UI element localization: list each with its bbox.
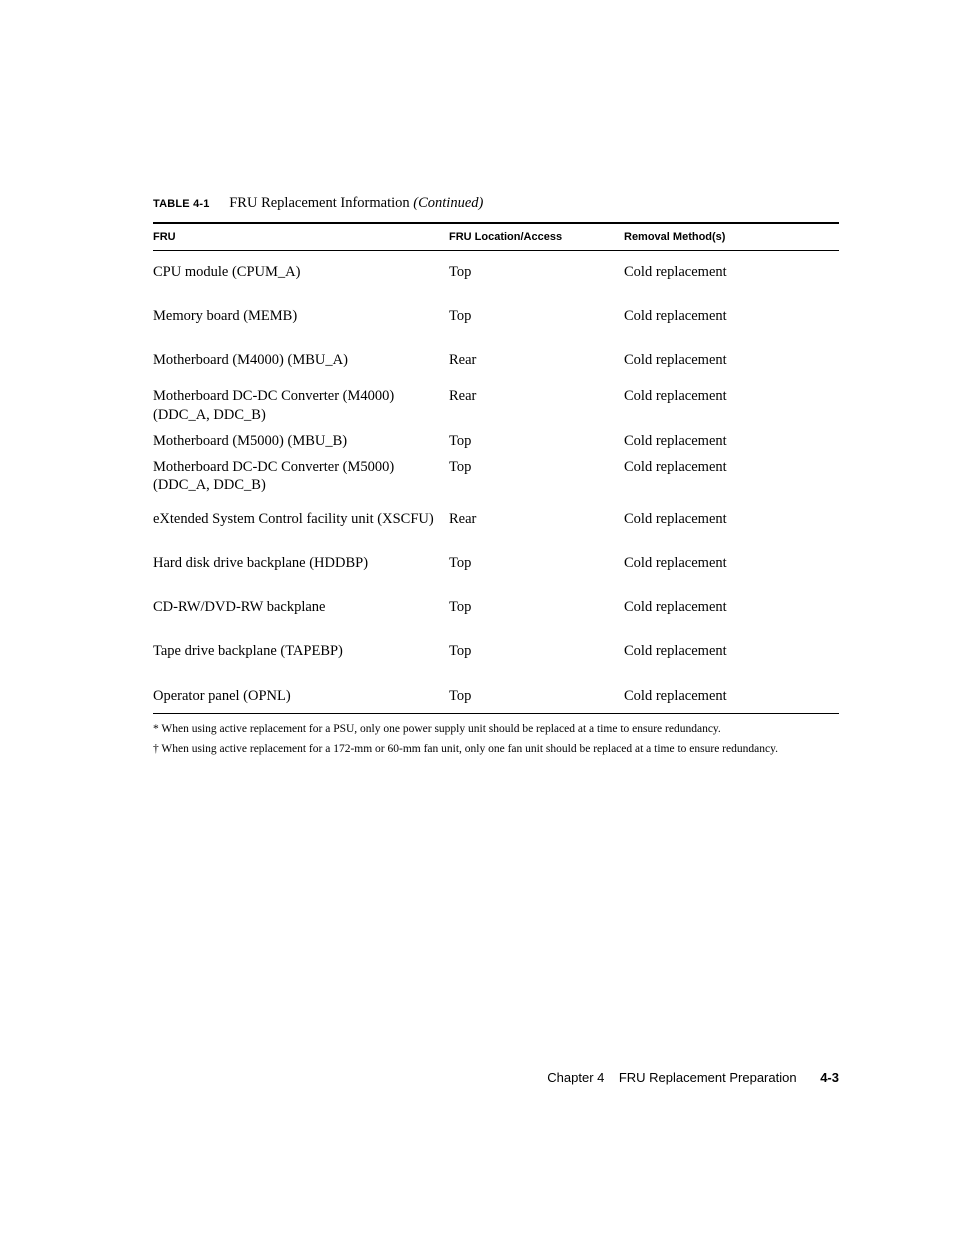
table-row: CD-RW/DVD-RW backplaneTopCold replacemen… <box>153 586 839 630</box>
table-continued: (Continued) <box>413 195 483 211</box>
footer-title: FRU Replacement Preparation <box>619 1070 797 1085</box>
cell-removal: Cold replacement <box>624 542 839 586</box>
cell-removal: Cold replacement <box>624 251 839 296</box>
table-row: Operator panel (OPNL)TopCold replacement <box>153 675 839 714</box>
cell-removal: Cold replacement <box>624 454 839 498</box>
page-container: TABLE 4-1 FRU Replacement Information (C… <box>0 0 954 1235</box>
cell-location: Top <box>449 251 624 296</box>
cell-removal: Cold replacement <box>624 586 839 630</box>
table-caption: TABLE 4-1 FRU Replacement Information (C… <box>153 195 839 212</box>
table-row: Motherboard (M4000) (MBU_A)RearCold repl… <box>153 339 839 383</box>
cell-location: Top <box>449 454 624 498</box>
cell-fru: CD-RW/DVD-RW backplane <box>153 586 449 630</box>
cell-location: Top <box>449 586 624 630</box>
col-header-location: FRU Location/Access <box>449 223 624 251</box>
table-row: eXtended System Control facility unit (X… <box>153 498 839 542</box>
table-row: Hard disk drive backplane (HDDBP)TopCold… <box>153 542 839 586</box>
cell-fru: Operator panel (OPNL) <box>153 675 449 714</box>
cell-location: Rear <box>449 339 624 383</box>
table-row: Motherboard (M5000) (MBU_B)TopCold repla… <box>153 428 839 454</box>
table-row: Memory board (MEMB)TopCold replacement <box>153 295 839 339</box>
cell-location: Rear <box>449 383 624 427</box>
cell-removal: Cold replacement <box>624 339 839 383</box>
cell-removal: Cold replacement <box>624 428 839 454</box>
cell-fru: Motherboard DC-DC Converter (M4000) (DDC… <box>153 383 449 427</box>
cell-removal: Cold replacement <box>624 630 839 674</box>
cell-removal: Cold replacement <box>624 498 839 542</box>
cell-fru: Motherboard (M5000) (MBU_B) <box>153 428 449 454</box>
cell-fru: Memory board (MEMB) <box>153 295 449 339</box>
page-footer: Chapter 4 FRU Replacement Preparation 4-… <box>547 1070 839 1085</box>
table-header-row: FRU FRU Location/Access Removal Method(s… <box>153 223 839 251</box>
cell-location: Top <box>449 630 624 674</box>
col-header-removal: Removal Method(s) <box>624 223 839 251</box>
footnote-2: † When using active replacement for a 17… <box>153 740 839 758</box>
table-title: FRU Replacement Information <box>229 195 409 211</box>
footer-chapter: Chapter 4 <box>547 1070 604 1085</box>
table-label: TABLE 4-1 <box>153 198 210 210</box>
cell-removal: Cold replacement <box>624 295 839 339</box>
cell-fru: Motherboard (M4000) (MBU_A) <box>153 339 449 383</box>
cell-location: Top <box>449 428 624 454</box>
cell-location: Top <box>449 295 624 339</box>
footer-page-number: 4-3 <box>820 1070 839 1085</box>
cell-fru: Motherboard DC-DC Converter (M5000) (DDC… <box>153 454 449 498</box>
cell-fru: eXtended System Control facility unit (X… <box>153 498 449 542</box>
cell-location: Top <box>449 675 624 714</box>
col-header-fru: FRU <box>153 223 449 251</box>
cell-location: Rear <box>449 498 624 542</box>
table-row: Tape drive backplane (TAPEBP)TopCold rep… <box>153 630 839 674</box>
cell-location: Top <box>449 542 624 586</box>
cell-removal: Cold replacement <box>624 383 839 427</box>
table-row: Motherboard DC-DC Converter (M4000) (DDC… <box>153 383 839 427</box>
table-row: Motherboard DC-DC Converter (M5000) (DDC… <box>153 454 839 498</box>
cell-fru: Tape drive backplane (TAPEBP) <box>153 630 449 674</box>
footnotes: * When using active replacement for a PS… <box>153 720 839 759</box>
cell-removal: Cold replacement <box>624 675 839 714</box>
cell-fru: Hard disk drive backplane (HDDBP) <box>153 542 449 586</box>
fru-table: FRU FRU Location/Access Removal Method(s… <box>153 222 839 714</box>
cell-fru: CPU module (CPUM_A) <box>153 251 449 296</box>
table-row: CPU module (CPUM_A)TopCold replacement <box>153 251 839 296</box>
footnote-1: * When using active replacement for a PS… <box>153 720 839 738</box>
